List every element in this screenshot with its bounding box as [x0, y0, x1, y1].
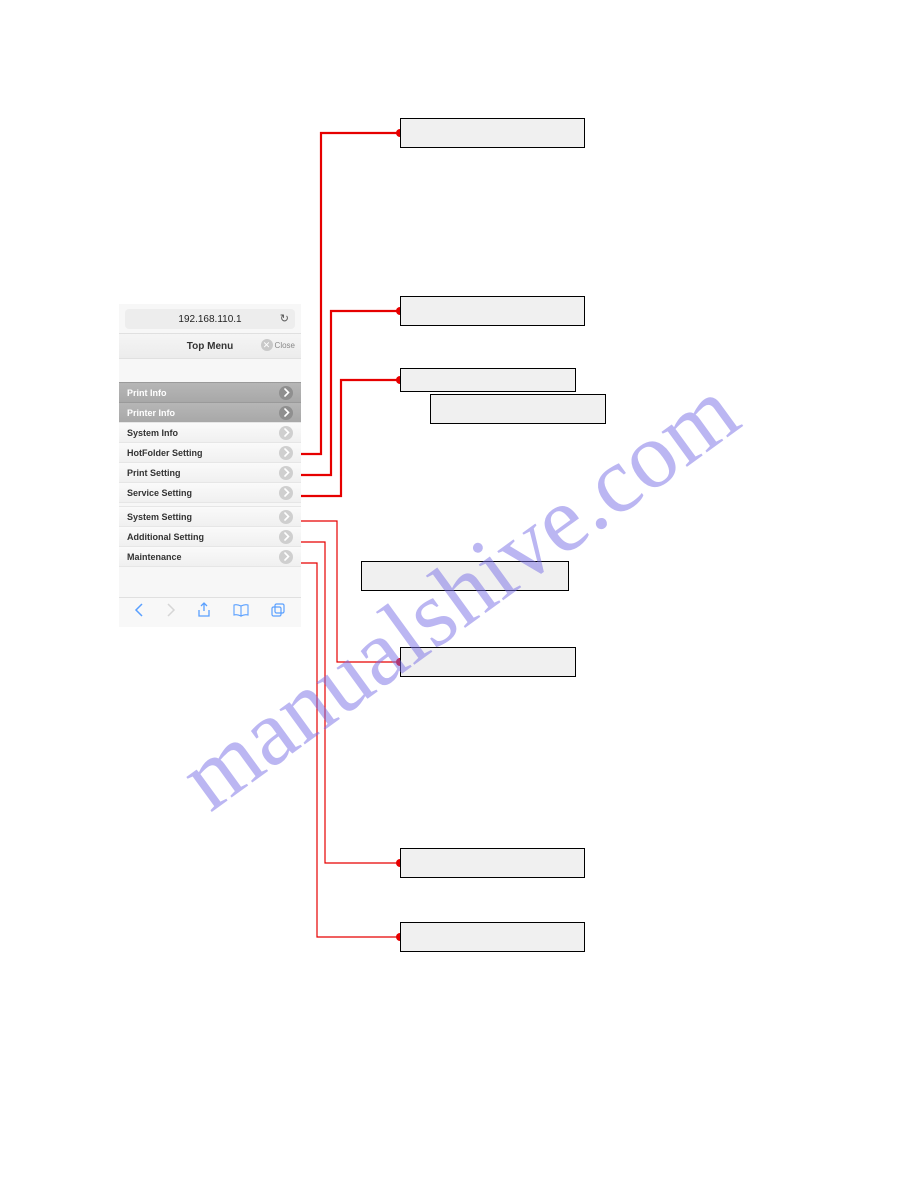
- address-bar[interactable]: 192.168.110.1 ↻: [125, 309, 295, 329]
- browser-toolbar: [119, 597, 301, 627]
- phone-mock: 192.168.110.1 ↻ Top Menu ✕ Close Print I…: [119, 304, 301, 627]
- chevron-right-icon: [279, 530, 293, 544]
- menu-row-label: Additional Setting: [127, 532, 204, 542]
- title-bar: Top Menu ✕ Close: [119, 333, 301, 359]
- tabs-icon[interactable]: [271, 603, 286, 623]
- menu-row[interactable]: Print Setting: [119, 462, 301, 483]
- page-title: Top Menu: [187, 341, 233, 352]
- menu-row[interactable]: System Setting: [119, 506, 301, 527]
- menu-row[interactable]: Additional Setting: [119, 526, 301, 547]
- menu-row-label: Printer Info: [127, 408, 175, 418]
- menu-row-label: Service Setting: [127, 488, 192, 498]
- close-label: Close: [275, 341, 295, 350]
- reload-icon[interactable]: ↻: [280, 312, 289, 325]
- menu-row[interactable]: Printer Info: [119, 402, 301, 423]
- annotation-box: [400, 647, 576, 677]
- close-button[interactable]: ✕ Close: [261, 339, 295, 351]
- annotation-box: [430, 394, 606, 424]
- menu-row[interactable]: Print Info: [119, 382, 301, 403]
- menu-row[interactable]: System Info: [119, 422, 301, 443]
- annotation-box: [400, 848, 585, 878]
- close-icon: ✕: [261, 339, 273, 351]
- annotation-box: [400, 296, 585, 326]
- menu-row[interactable]: HotFolder Setting: [119, 442, 301, 463]
- chevron-right-icon: [279, 486, 293, 500]
- chevron-right-icon: [279, 550, 293, 564]
- menu-row-label: System Info: [127, 428, 178, 438]
- forward-icon[interactable]: [166, 603, 176, 622]
- menu-row-label: HotFolder Setting: [127, 448, 203, 458]
- annotation-box: [400, 118, 585, 148]
- url-text: 192.168.110.1: [178, 314, 241, 325]
- chevron-right-icon: [279, 446, 293, 460]
- chevron-right-icon: [279, 386, 293, 400]
- menu-row-label: Maintenance: [127, 552, 182, 562]
- back-icon[interactable]: [134, 603, 144, 622]
- annotation-box: [400, 368, 576, 392]
- page-canvas: 192.168.110.1 ↻ Top Menu ✕ Close Print I…: [0, 0, 918, 1188]
- annotation-box: [361, 561, 569, 591]
- chevron-right-icon: [279, 426, 293, 440]
- share-icon[interactable]: [197, 602, 211, 623]
- menu-row-label: Print Setting: [127, 468, 181, 478]
- chevron-right-icon: [279, 406, 293, 420]
- chevron-right-icon: [279, 466, 293, 480]
- chevron-right-icon: [279, 510, 293, 524]
- menu-row-label: Print Info: [127, 388, 167, 398]
- menu-row-label: System Setting: [127, 512, 192, 522]
- menu-row[interactable]: Service Setting: [119, 482, 301, 503]
- book-icon[interactable]: [233, 603, 249, 622]
- menu-list: Print Info Printer Info System Info HotFold…: [119, 359, 301, 567]
- annotation-box: [400, 922, 585, 952]
- menu-row[interactable]: Maintenance: [119, 546, 301, 567]
